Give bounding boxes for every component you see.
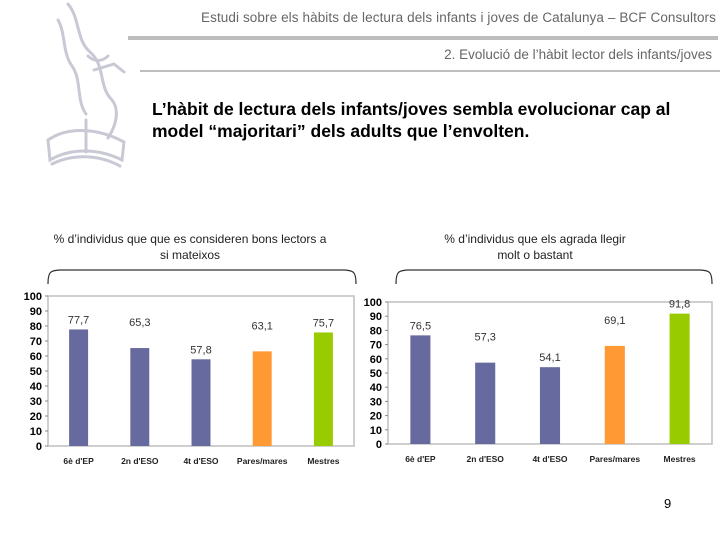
y-tick-label: 70 bbox=[30, 336, 42, 348]
bar bbox=[539, 367, 561, 444]
bar bbox=[252, 351, 272, 446]
bar-value-label: 75,7 bbox=[313, 317, 334, 329]
y-tick-label: 80 bbox=[370, 325, 382, 337]
bar-value-label: 77,7 bbox=[68, 314, 89, 326]
bar bbox=[410, 335, 431, 444]
y-tick-label: 50 bbox=[30, 366, 42, 378]
bar-value-label: 54,1 bbox=[539, 352, 560, 364]
section-divider bbox=[140, 70, 720, 72]
y-tick-label: 20 bbox=[370, 411, 382, 423]
right-caption-line-1: % d’individus que els agrada llegir bbox=[444, 232, 626, 246]
right-bar-chart: 0 10 20 30 40 50 60 70 80 90 100 76,5 6è d'EP 57,3 2n … bbox=[364, 297, 713, 464]
headline-line-1: L’hàbit de lectura dels infants/joves se… bbox=[152, 99, 671, 119]
x-category-label: Pares/mares bbox=[237, 456, 288, 466]
x-category-label: 2n d'ESO bbox=[121, 456, 159, 466]
y-tick-label: 10 bbox=[30, 426, 42, 438]
y-tick-label: 60 bbox=[30, 351, 42, 363]
section-title: 2. Evolució de l’hàbit lector dels infan… bbox=[444, 47, 712, 62]
x-category-label: Mestres bbox=[307, 456, 339, 466]
bar-value-label: 91,8 bbox=[669, 299, 690, 311]
left-chart-caption: % d’individus que que es consideren bons… bbox=[30, 231, 350, 263]
left-chart-bracket bbox=[47, 269, 357, 285]
y-tick-label: 10 bbox=[370, 425, 382, 437]
left-bar-chart: 0 10 20 30 40 50 60 70 80 90 100 77,7 6è d'EP 65,3 2n … bbox=[24, 291, 355, 466]
bar-value-label: 69,1 bbox=[604, 315, 625, 327]
left-caption-line-1: % d’individus que que es consideren bons… bbox=[53, 232, 327, 246]
x-category-label: 4t d'ESO bbox=[183, 456, 218, 466]
right-chart-caption: % d’individus que els agrada llegir molt… bbox=[400, 231, 670, 263]
x-category-label: Mestres bbox=[664, 454, 696, 464]
x-category-label: 6è d'EP bbox=[405, 454, 436, 464]
y-tick-label: 80 bbox=[30, 321, 42, 333]
x-category-label: 4t d'ESO bbox=[532, 454, 567, 464]
y-tick-label: 30 bbox=[370, 396, 382, 408]
y-tick-label: 50 bbox=[370, 368, 382, 380]
y-tick-label: 100 bbox=[24, 291, 42, 303]
bar bbox=[669, 313, 690, 444]
right-chart-bracket bbox=[395, 269, 713, 285]
bar bbox=[69, 329, 89, 446]
logo-figure-icon bbox=[46, 2, 126, 168]
y-tick-label: 30 bbox=[30, 396, 42, 408]
y-tick-label: 100 bbox=[364, 297, 382, 309]
y-tick-label: 40 bbox=[370, 382, 382, 394]
bar-value-label: 63,1 bbox=[251, 320, 272, 332]
bar-value-label: 65,3 bbox=[129, 317, 150, 329]
bar-value-label: 57,8 bbox=[190, 344, 211, 356]
bar bbox=[604, 345, 625, 444]
document-header-title: Estudi sobre els hàbits de lectura dels … bbox=[200, 10, 716, 25]
y-tick-label: 20 bbox=[30, 411, 42, 423]
left-caption-line-2: si mateixos bbox=[159, 248, 221, 262]
right-caption-line-2: molt o bastant bbox=[497, 248, 573, 262]
headline-line-2: model “majoritari” dels adults que l’env… bbox=[152, 121, 530, 141]
y-tick-label: 0 bbox=[36, 441, 42, 453]
y-tick-label: 90 bbox=[370, 311, 382, 323]
y-tick-label: 90 bbox=[30, 306, 42, 318]
page-number: 9 bbox=[664, 496, 672, 511]
bar bbox=[475, 362, 496, 444]
bar-value-label: 57,3 bbox=[474, 332, 495, 344]
x-category-label: Pares/mares bbox=[590, 454, 641, 464]
header-divider bbox=[128, 36, 718, 40]
x-category-label: 6è d'EP bbox=[63, 456, 94, 466]
bar-value-label: 76,5 bbox=[410, 320, 431, 332]
y-tick-label: 70 bbox=[370, 340, 382, 352]
y-tick-label: 60 bbox=[370, 354, 382, 366]
y-tick-label: 0 bbox=[376, 439, 382, 451]
bar bbox=[191, 359, 211, 446]
x-category-label: 2n d'ESO bbox=[466, 454, 504, 464]
slide-headline: L’hàbit de lectura dels infants/joves se… bbox=[152, 98, 712, 142]
bar bbox=[313, 332, 333, 446]
y-tick-label: 40 bbox=[30, 381, 42, 393]
bar bbox=[130, 348, 150, 446]
